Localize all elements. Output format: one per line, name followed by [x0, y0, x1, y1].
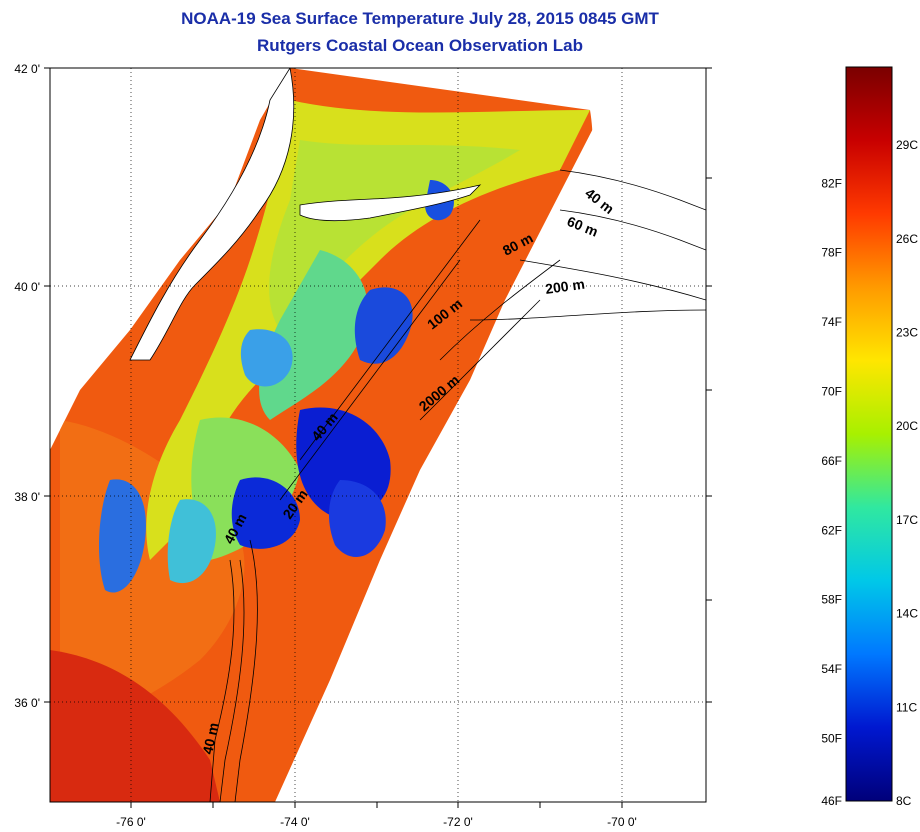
- colorbar-c-label: 26C: [896, 232, 918, 246]
- colorbar-f-label: 54F: [821, 662, 842, 676]
- colorbar-c-label: 29C: [896, 138, 918, 152]
- lat-label: 38 0': [14, 490, 40, 504]
- map-title: NOAA-19 Sea Surface Temperature July 28,…: [181, 9, 659, 28]
- isobath-contours: [209, 169, 706, 802]
- colorbar-c-label: 17C: [896, 513, 918, 527]
- colorbar-c-label: 8C: [896, 794, 912, 808]
- map-ticks: [44, 67, 712, 808]
- colorbar-f-label: 58F: [821, 593, 842, 607]
- colorbar-f-label: 74F: [821, 315, 842, 329]
- map-border: [49, 67, 707, 803]
- colorbar-f-label: 46F: [821, 794, 842, 808]
- colorbar-f-label: 78F: [821, 246, 842, 260]
- lat-label: 40 0': [14, 280, 40, 294]
- colorbar-c-label: 20C: [896, 419, 918, 433]
- colorbar-c-label: 14C: [896, 607, 918, 621]
- new-jersey-coastline: [129, 68, 295, 361]
- colorbar-f-label: 50F: [821, 732, 842, 746]
- long-island: [299, 184, 482, 222]
- sst-map: 42 0' 40 0' 38 0' 36 0' -76 0' -74 0' -7…: [14, 62, 712, 829]
- colorbar-gradient: [845, 66, 893, 802]
- offshore-no-data: [330, 68, 706, 802]
- lat-label: 42 0': [14, 62, 40, 76]
- colorbar-c-label: 23C: [896, 325, 918, 339]
- lon-label: -74 0': [280, 815, 310, 829]
- colorbar-f-label: 66F: [821, 454, 842, 468]
- lat-label: 36 0': [14, 696, 40, 710]
- colorbar-f-label: 70F: [821, 384, 842, 398]
- map-subtitle: Rutgers Coastal Ocean Observation Lab: [257, 36, 583, 55]
- lon-label: -70 0': [607, 815, 637, 829]
- lon-label: -72 0': [443, 815, 473, 829]
- colorbar-c-label: 11C: [896, 700, 917, 714]
- colorbar-f-label: 82F: [821, 176, 842, 190]
- isobath-label: 40 m: [199, 721, 221, 756]
- colorbar-f-label: 62F: [821, 523, 842, 537]
- lon-label: -76 0': [116, 815, 146, 829]
- isobath-label: 200 m: [544, 276, 586, 297]
